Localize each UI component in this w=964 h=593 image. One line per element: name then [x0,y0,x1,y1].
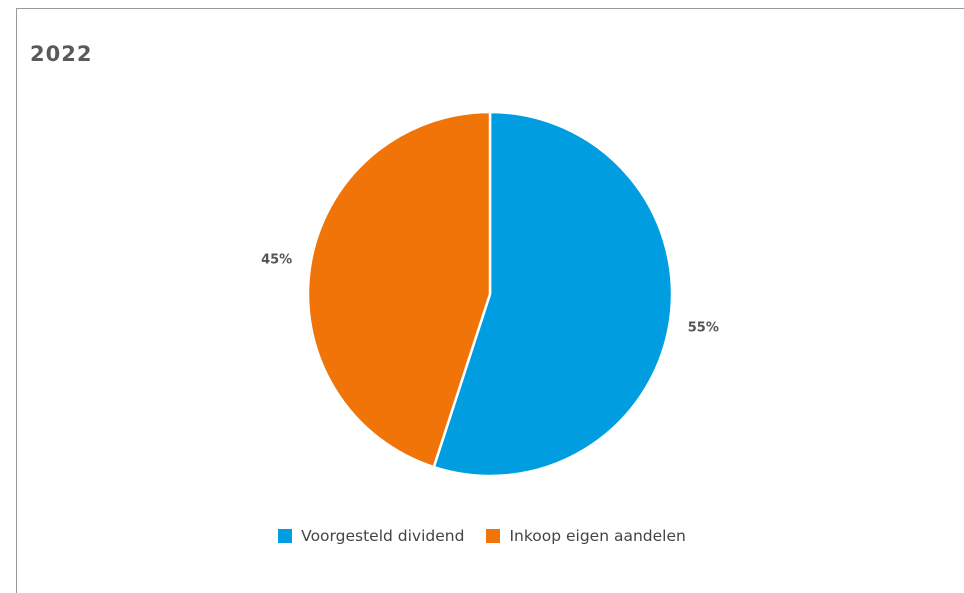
legend-swatch-voorgesteld-dividend [278,529,293,543]
slice-label-voorgesteld-dividend: 55% [688,320,719,335]
legend-item-inkoop-eigen-aandelen[interactable]: Inkoop eigen aandelen [486,527,686,545]
slice-label-inkoop-eigen-aandelen: 45% [261,253,292,268]
pie-slices [306,110,674,478]
legend-label-voorgesteld-dividend: Voorgesteld dividend [301,527,465,545]
legend-swatch-inkoop-eigen-aandelen [486,529,501,543]
chart-title: 2022 [30,42,93,66]
pie-slice-voorgesteld-dividend[interactable] [432,110,674,478]
legend-label-inkoop-eigen-aandelen: Inkoop eigen aandelen [509,527,686,545]
legend-item-voorgesteld-dividend[interactable]: Voorgesteld dividend [278,527,464,545]
pie-labels: 55% 45% [261,253,719,336]
pie-slice-inkoop-eigen-aandelen[interactable] [306,110,492,469]
legend: Voorgesteld dividend Inkoop eigen aandel… [0,527,964,545]
